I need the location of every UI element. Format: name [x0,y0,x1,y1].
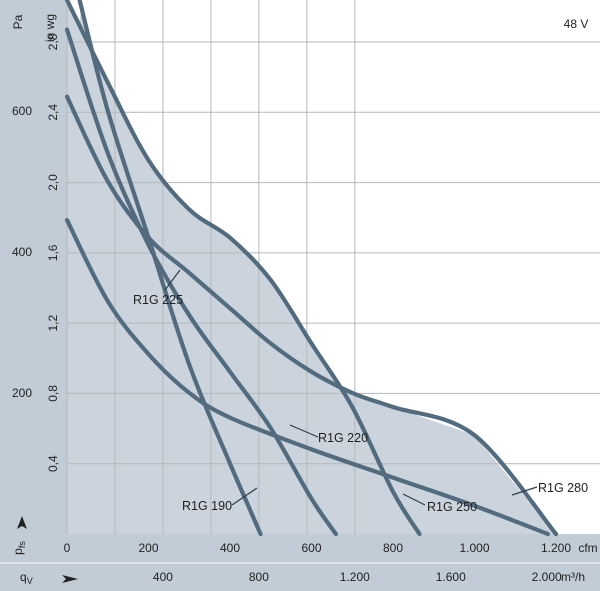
label-r1g-280: R1G 280 [538,481,588,495]
x-m3h-tick-label: 400 [153,570,173,584]
svg-text:pfs: pfs [11,541,27,555]
y-right-tick-label: 0,4 [46,455,60,472]
x-m3h-tick-label: 2.000 [532,570,562,584]
x-cfm-tick-label: 200 [138,541,158,555]
y-left-tick-label: 400 [12,245,32,259]
x-m3h-unit: m³/h [561,570,585,584]
y-arrow-icon [17,516,27,529]
leader-r1g-280 [511,486,538,496]
leader-r1g-250 [402,493,426,506]
y-right-ticks: 0,4 0,8 1,2 1,6 2,0 2,4 2,8 [46,33,60,472]
voltage-label: 48 V [564,17,589,31]
y-left-tick-label: 200 [12,386,32,400]
label-r1g-250: R1G 250 [427,500,477,514]
operating-area-fill [67,0,556,534]
leader-r1g-220 [289,424,319,438]
leader-r1g-190 [231,487,258,506]
x-arrow-icon [62,575,78,583]
label-r1g-190: R1G 190 [182,499,232,513]
x-cfm-unit: cfm [578,541,597,555]
y-right-tick-label: 2,8 [46,33,60,50]
curve-labels: R1G 225 R1G 220 R1G 190 R1G 250 R1G 280 [133,269,588,514]
x-m3h-ticks: 400 800 1.200 1.600 2.000 [153,570,562,584]
y-left-unit: Pa [11,14,25,29]
y-right-tick-label: 1,6 [46,244,60,261]
x-cfm-tick-label: 400 [220,541,240,555]
x-m3h-tick-label: 1.200 [340,570,370,584]
leader-r1g-225 [164,269,181,291]
svg-text:qV: qV [20,570,33,586]
x-m3h-tick-label: 800 [249,570,269,584]
label-r1g-220: R1G 220 [318,431,368,445]
curve-r1g-220 [64,27,338,537]
x-cfm-tick-label: 0 [64,541,71,555]
curve-r1g-225 [64,218,550,537]
y-right-unit: in wg [43,14,57,42]
grid [66,0,600,534]
x-m3h-tick-label: 1.600 [436,570,466,584]
x-cfm-tick-label: 600 [301,541,321,555]
y-right-tick-label: 2,0 [46,174,60,191]
y-axis-label: pfs [11,516,27,555]
curves [64,0,559,537]
curve-r1g-250 [64,0,422,537]
y-left-tick-label: 600 [12,104,32,118]
x-cfm-tick-label: 1.200 [541,541,571,555]
label-r1g-225: R1G 225 [133,293,183,307]
y-left-ticks: 200 400 600 [12,104,32,400]
y-right-tick-label: 2,4 [46,104,60,121]
operating-area [67,0,556,534]
y-right-tick-label: 0,8 [46,385,60,402]
x-cfm-tick-label: 800 [383,541,403,555]
left-axis-band [0,0,67,591]
x-axis-label: qV [20,570,78,586]
curve-r1g-190 [77,0,263,537]
curve-r1g-280 [64,94,559,537]
y-right-tick-label: 1,2 [46,314,60,331]
x-cfm-ticks: 0 200 400 600 800 1.000 1.200 [64,541,572,555]
x-cfm-tick-label: 1.000 [459,541,489,555]
